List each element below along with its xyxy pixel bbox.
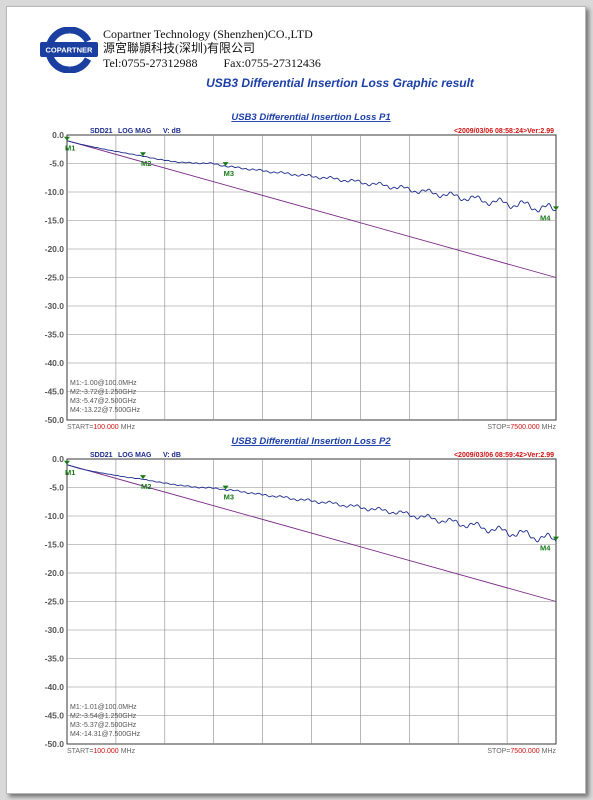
y-tick-label: -5.0 [49, 159, 64, 169]
format-label: LOG MAG [118, 452, 152, 459]
stop-label: STOP= [487, 424, 510, 431]
stop-label: STOP= [487, 748, 510, 755]
y-tick-label: -20.0 [45, 244, 65, 254]
measurement-label: SDD21 [90, 452, 113, 459]
chart-title: USB3 Differential Insertion Loss P1 [231, 112, 390, 123]
y-tick-label: -10.0 [45, 511, 65, 521]
y-tick-label: 0.0 [52, 454, 64, 464]
stop-value: 7500.000 [510, 424, 539, 431]
stop-unit: MHz [542, 748, 557, 755]
marker-readout: M4:-13.22@7.500GHz [70, 407, 141, 414]
y-tick-label: -50.0 [45, 415, 65, 425]
start-unit: MHz [121, 748, 136, 755]
stop-value: 7500.000 [510, 748, 539, 755]
sdd21-trace [66, 464, 557, 543]
stop-unit: MHz [542, 424, 557, 431]
start-label: START= [67, 424, 93, 431]
y-tick-label: -40.0 [45, 682, 65, 692]
company-name-cn: 源宮聯頴科技(深圳)有限公司 [103, 41, 255, 55]
chart-p1: USB3 Differential Insertion Loss P1 SDD21… [45, 112, 559, 431]
company-header: Copartner Technology (Shenzhen)CO.,LTD 源… [103, 27, 403, 70]
marker-label: M2 [141, 159, 151, 168]
marker-label: M1 [65, 144, 75, 153]
y-tick-label: -25.0 [45, 597, 65, 607]
marker-triangle [553, 536, 559, 541]
marker-readout: M2:-3.54@1.250GHz [70, 713, 137, 720]
chart-title: USB3 Differential Insertion Loss P2 [231, 436, 391, 447]
marker-triangle [139, 475, 146, 480]
marker-label: M2 [141, 482, 151, 491]
report-title: USB3 Differential Insertion Loss Graphic… [206, 76, 474, 90]
chart-p2: USB3 Differential Insertion Loss P2 SDD21… [45, 436, 559, 755]
marker-triangle [64, 136, 70, 141]
limit-line [66, 464, 557, 602]
stop-frequency: STOP=7500.000 MHz [487, 748, 556, 755]
start-value: 100.000 [93, 748, 118, 755]
y-tick-label: -35.0 [45, 654, 65, 664]
marker-readout: M3:-5.37@2.500GHz [70, 722, 137, 729]
copartner-logo: COPARTNER [40, 27, 98, 73]
limit-line [66, 140, 557, 278]
contact-line: Tel:0755-27312988 Fax:0755-27312436 [103, 56, 403, 70]
y-tick-label: -30.0 [45, 301, 65, 311]
stop-frequency: STOP=7500.000 MHz [487, 424, 556, 431]
tel-number: Tel:0755-27312988 [103, 56, 198, 70]
timestamp-label: <2009/03/06 08:58:24>Ver:2.99 [454, 128, 554, 135]
y-tick-label: -10.0 [45, 187, 65, 197]
marker-readout: M1:-1.01@100.0MHz [70, 704, 137, 711]
measurement-label: SDD21 [90, 128, 113, 135]
marker-triangle [553, 206, 559, 211]
format-label: LOG MAG [118, 128, 152, 135]
start-value: 100.000 [93, 424, 118, 431]
fax-number: Fax:0755-27312436 [223, 56, 321, 70]
y-tick-label: -35.0 [45, 330, 65, 340]
y-tick-label: -45.0 [45, 711, 65, 721]
y-unit-label: V: dB [163, 128, 181, 135]
start-unit: MHz [121, 424, 136, 431]
marker-readout: M3:-5.47@2.500GHz [70, 398, 137, 405]
y-tick-label: -20.0 [45, 568, 65, 578]
marker-label: M4 [540, 544, 551, 553]
y-tick-label: -45.0 [45, 387, 65, 397]
y-tick-label: -15.0 [45, 540, 65, 550]
marker-triangle [222, 162, 229, 167]
marker-triangle [222, 485, 229, 490]
y-tick-label: 0.0 [52, 130, 64, 140]
y-unit-label: V: dB [163, 452, 181, 459]
start-label: START= [67, 748, 93, 755]
y-tick-label: -50.0 [45, 739, 65, 749]
marker-label: M1 [65, 468, 75, 477]
y-tick-label: -5.0 [49, 483, 64, 493]
y-tick-label: -25.0 [45, 273, 65, 283]
marker-readout: M2:-3.72@1.250GHz [70, 389, 137, 396]
marker-label: M3 [224, 493, 234, 502]
marker-readout: M1:-1.00@100.0MHz [70, 380, 137, 387]
logo-text: COPARTNER [46, 46, 94, 55]
marker-label: M3 [224, 169, 234, 178]
start-frequency: START=100.000 MHz [67, 748, 136, 755]
company-name-en: Copartner Technology (Shenzhen)CO.,LTD [103, 27, 313, 41]
marker-label: M4 [540, 213, 551, 222]
marker-triangle [64, 460, 70, 465]
y-tick-label: -15.0 [45, 216, 65, 226]
y-tick-label: -40.0 [45, 358, 65, 368]
y-tick-label: -30.0 [45, 625, 65, 635]
timestamp-label: <2009/03/06 08:59:42>Ver:2.99 [454, 452, 554, 459]
start-frequency: START=100.000 MHz [67, 424, 136, 431]
marker-readout: M4:-14.31@7.500GHz [70, 731, 141, 738]
marker-triangle [139, 152, 146, 157]
sdd21-trace [66, 140, 557, 213]
